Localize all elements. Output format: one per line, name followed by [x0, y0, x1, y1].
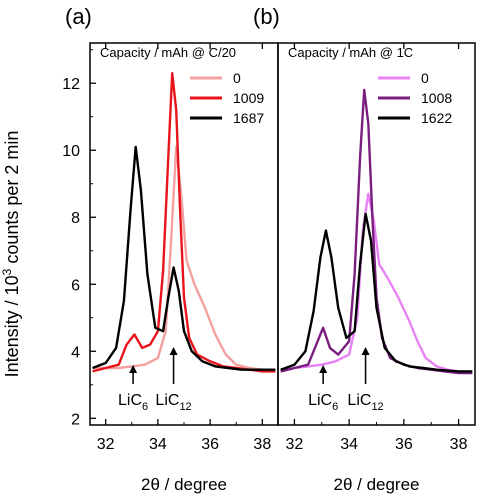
legend-title: Capacity / mAh @ C/20: [100, 45, 236, 60]
annotation-arrowhead: [129, 365, 138, 373]
legend-entry: 1687: [233, 110, 264, 126]
legend-entry: 1008: [421, 90, 452, 106]
y-tick-label: 6: [71, 277, 80, 294]
series-line-0: [92, 145, 276, 371]
annotation-label: LiC6: [308, 392, 338, 413]
annotation-label: LiC12: [347, 392, 383, 413]
x-tick-label: 32: [286, 436, 304, 453]
legend-entry: 1009: [233, 90, 264, 106]
y-tick-label: 8: [71, 210, 80, 227]
annotation-label: LiC12: [155, 392, 191, 413]
x-axis-label: 2θ / degree: [141, 475, 227, 494]
series-line-1622: [280, 212, 473, 373]
x-tick-label: 38: [253, 436, 271, 453]
y-tick-label: 2: [71, 411, 80, 428]
x-tick-label: 32: [97, 436, 115, 453]
annotation-arrowhead: [319, 365, 328, 373]
legend-entry: 0: [421, 70, 429, 86]
y-tick-label: 10: [62, 143, 80, 160]
x-tick-label: 34: [340, 436, 358, 453]
y-tick-label: 4: [71, 344, 80, 361]
legend-entry: 1622: [421, 110, 452, 126]
legend-title: Capacity / mAh @ 1C: [288, 45, 413, 60]
annotation-label: LiC6: [118, 392, 148, 413]
panel-label: (b): [253, 4, 280, 29]
y-tick-label: 12: [62, 76, 80, 93]
x-tick-label: 34: [149, 436, 167, 453]
annotation-arrowhead: [361, 347, 370, 355]
x-tick-label: 36: [201, 436, 219, 453]
x-tick-label: 38: [450, 436, 468, 453]
annotation-arrowhead: [169, 347, 178, 355]
x-tick-label: 36: [395, 436, 413, 453]
y-axis-label: Intensity / 103 counts per 2 min: [0, 131, 22, 378]
x-axis-label: 2θ / degree: [333, 475, 419, 494]
series-line-1687: [92, 145, 276, 371]
legend-entry: 0: [233, 70, 241, 86]
panel-label: (a): [65, 4, 92, 29]
series-line-0: [280, 192, 473, 373]
